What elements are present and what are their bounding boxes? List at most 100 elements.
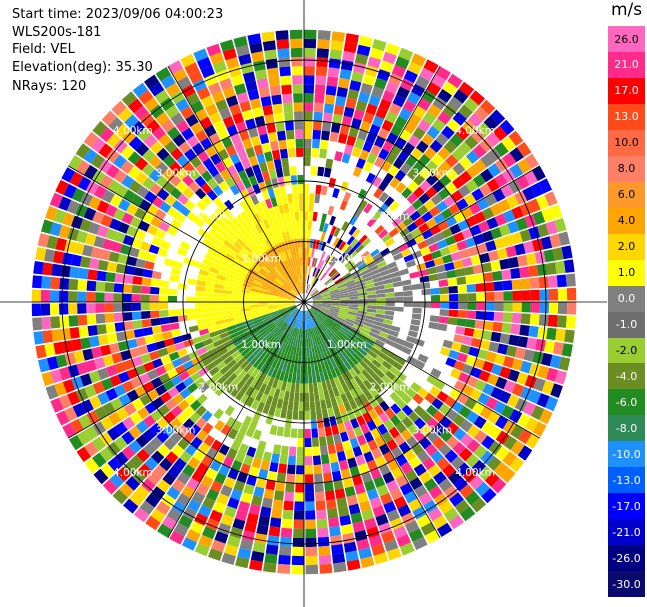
velocity-cell [413, 173, 426, 186]
azimuth-line [167, 301, 305, 538]
velocity-cell [463, 193, 477, 206]
velocity-cell [179, 240, 191, 251]
velocity-cell [506, 194, 519, 209]
velocity-cell [357, 129, 368, 141]
velocity-cell [305, 537, 317, 547]
velocity-cell [321, 303, 332, 307]
velocity-cell [231, 376, 242, 387]
velocity-cell [336, 344, 344, 354]
velocity-cell [345, 390, 354, 402]
velocity-cell [287, 373, 293, 383]
velocity-cell [521, 302, 531, 313]
velocity-cell [330, 337, 339, 346]
velocity-cell [250, 135, 261, 147]
velocity-cell [316, 269, 322, 279]
velocity-cell [287, 464, 296, 475]
velocity-cell [148, 244, 160, 255]
velocity-cell [143, 134, 158, 148]
colorbar-tick-label: -4.0 [615, 369, 638, 383]
velocity-cell [304, 274, 307, 284]
velocity-cell [151, 325, 162, 335]
velocity-cell [344, 259, 354, 268]
velocity-cell [174, 342, 186, 351]
velocity-cell [225, 253, 236, 262]
velocity-cell [99, 127, 115, 143]
velocity-cell [385, 81, 399, 95]
velocity-cell [348, 503, 361, 515]
velocity-cell [245, 80, 258, 92]
velocity-cell [233, 141, 245, 153]
velocity-cell [71, 338, 83, 352]
velocity-cell [89, 335, 100, 348]
velocity-cell [216, 219, 227, 230]
velocity-cell [168, 351, 180, 362]
velocity-cell [261, 241, 270, 251]
velocity-cell [427, 104, 442, 118]
velocity-cell [282, 324, 290, 333]
velocity-cell [317, 363, 323, 373]
velocity-cell [381, 160, 393, 173]
velocity-cell [193, 217, 205, 228]
velocity-cell [389, 391, 401, 403]
velocity-cell [368, 264, 379, 273]
velocity-cell [101, 110, 117, 126]
velocity-cell [192, 336, 203, 345]
velocity-cell [200, 475, 214, 488]
velocity-cell [195, 302, 205, 308]
velocity-cell [257, 338, 266, 347]
velocity-cell [313, 258, 318, 268]
colorbar-unit: m/s [611, 0, 643, 20]
velocity-cell [41, 371, 54, 387]
velocity-cell [207, 248, 218, 257]
velocity-cell [298, 328, 302, 339]
velocity-cell [478, 466, 493, 481]
velocity-cell [386, 479, 399, 493]
velocity-cell [102, 238, 114, 251]
velocity-cell [348, 309, 358, 313]
velocity-cell [348, 293, 359, 297]
velocity-cell [226, 235, 237, 245]
velocity-cell [403, 296, 413, 302]
velocity-cell [426, 125, 440, 139]
velocity-cell [213, 302, 223, 307]
velocity-cell [159, 309, 169, 318]
velocity-cell [441, 125, 455, 140]
velocity-cell [196, 199, 208, 211]
velocity-cell [108, 251, 120, 263]
velocity-cell [265, 334, 274, 343]
velocity-cell [277, 341, 284, 351]
velocity-cell [409, 210, 421, 222]
velocity-cell [494, 173, 508, 188]
velocity-cell [305, 519, 316, 529]
velocity-cell [301, 347, 304, 357]
velocity-cell [195, 405, 207, 417]
velocity-cell [217, 148, 229, 161]
velocity-cell [271, 268, 280, 277]
velocity-cell [149, 302, 159, 311]
velocity-cell [366, 459, 378, 472]
velocity-cell [213, 288, 224, 294]
velocity-cell [299, 338, 303, 348]
velocity-cell [259, 340, 268, 350]
velocity-cell [305, 284, 309, 294]
velocity-cell [142, 428, 156, 442]
velocity-cell [290, 239, 296, 249]
velocity-cell [240, 299, 250, 302]
colorbar-swatch [608, 259, 645, 286]
velocity-cell [255, 172, 264, 184]
colorbar-swatch [608, 389, 645, 416]
velocity-cell [335, 239, 344, 249]
velocity-cell [343, 322, 353, 329]
velocity-cell [202, 338, 213, 347]
velocity-cell [245, 426, 256, 438]
velocity-cell [249, 293, 260, 298]
velocity-cell [337, 451, 347, 462]
velocity-cell [144, 74, 160, 90]
velocity-cell [378, 364, 389, 375]
colorbar-swatch [608, 519, 645, 546]
velocity-cell [392, 361, 403, 371]
velocity-cell [464, 327, 475, 337]
nrays-text: NRays: 120 [12, 79, 87, 94]
azimuth-line [68, 301, 305, 439]
velocity-cell [290, 345, 295, 356]
